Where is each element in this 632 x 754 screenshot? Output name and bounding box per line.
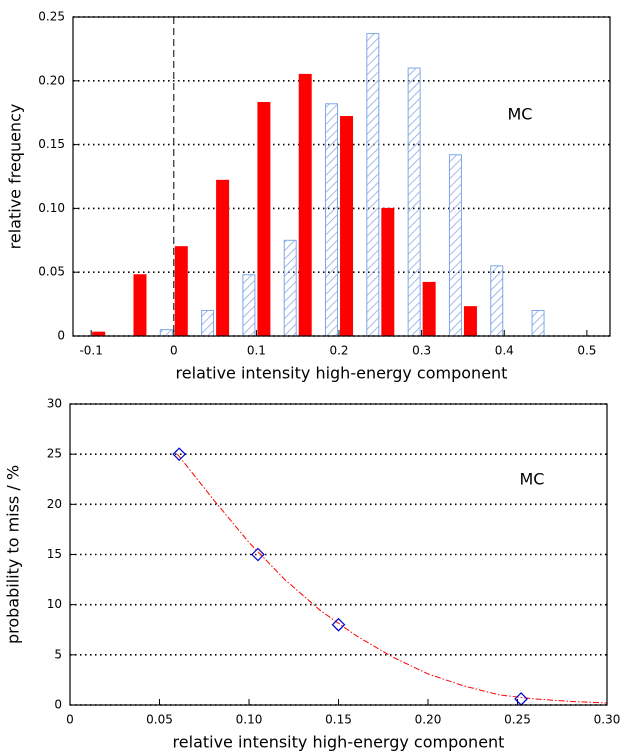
bar [381,207,395,337]
bar [340,116,354,337]
plot-frame [69,403,608,706]
bar [490,265,504,337]
bar [216,179,230,337]
annotation: MC [520,470,545,489]
y-tick-label: 0.15 [38,137,65,151]
y-axis-label: relative frequency [6,104,25,250]
x-tick-label: 0.25 [504,713,531,727]
marker [514,692,528,706]
y-axis-label: probability to miss / % [4,465,23,644]
y-tick-label: 0.25 [38,10,65,24]
x-tick-label: 0.15 [325,713,352,727]
bar [448,154,462,337]
bar [325,103,339,337]
bar [422,281,436,337]
y-tick-label: 0 [54,698,62,712]
x-tick-label: 0 [170,344,178,358]
x-tick-label: -0.1 [79,344,102,358]
y-tick-label: 30 [47,397,62,411]
bar [463,306,477,337]
marker [331,617,346,632]
bar [174,246,188,337]
y-tick-label: 5 [54,647,62,661]
y-tick-label: 0.20 [38,73,65,87]
fit-line [177,453,608,704]
y-tick-label: 20 [47,497,62,511]
bar [366,33,380,337]
y-tick-label: 0 [57,329,65,343]
plot-frame [72,16,611,337]
x-tick-label: 0.4 [495,344,514,358]
bar [242,274,256,337]
x-tick-label: 0.20 [415,713,442,727]
x-tick-label: 0.10 [236,713,263,727]
y-tick-label: 10 [47,597,62,611]
bar [283,239,297,337]
bar [159,329,173,337]
x-tick-label: 0 [66,713,74,727]
bar [298,73,312,337]
bar [201,309,215,337]
bar [407,67,421,337]
bar [531,309,545,337]
x-tick-label: 0.1 [247,344,266,358]
y-tick-label: 0.05 [38,265,65,279]
marker [172,447,187,462]
x-tick-label: 0.2 [329,344,348,358]
x-axis-label: relative intensity high-energy component [173,733,505,752]
x-axis-label: relative intensity high-energy component [176,364,508,383]
bar [133,274,147,337]
bar [257,101,271,337]
y-tick-label: 25 [47,447,62,461]
marker [251,547,265,562]
x-tick-label: 0.3 [412,344,431,358]
y-tick-label: 15 [47,547,62,561]
annotation: MC [508,105,533,124]
x-tick-label: 0.30 [594,713,621,727]
y-tick-label: 0.10 [38,201,65,215]
x-tick-label: 0.05 [146,713,173,727]
x-tick-label: 0.5 [577,344,596,358]
